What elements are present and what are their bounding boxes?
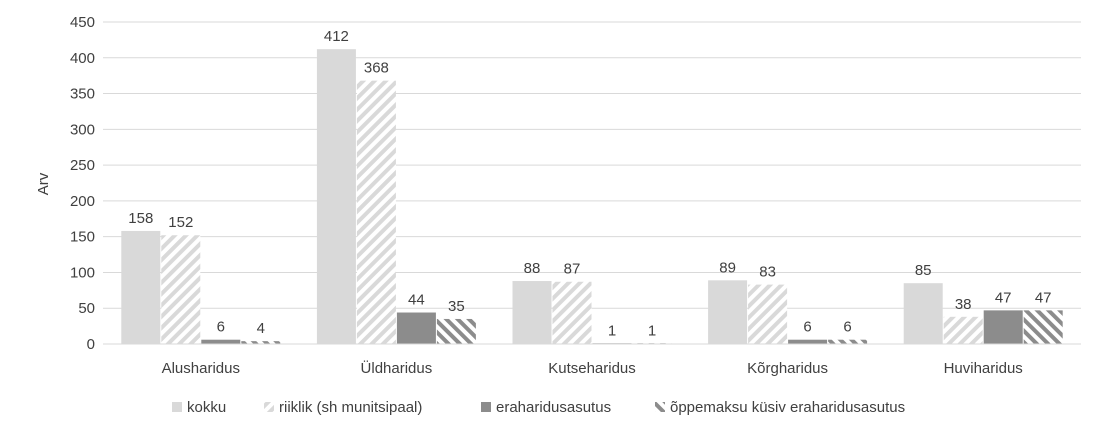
legend: kokku riiklik (sh munitsipaal) eraharidusa… bbox=[172, 399, 905, 416]
gridlines bbox=[103, 21, 1081, 309]
y-tick-label: 300 bbox=[70, 121, 95, 138]
bar bbox=[708, 280, 748, 344]
data-label: 47 bbox=[995, 289, 1012, 306]
data-label: 47 bbox=[1035, 289, 1052, 306]
x-axis-categories: Alusharidus Üldharidus Kutseharidus Kõrghar… bbox=[162, 359, 1023, 377]
bar bbox=[436, 318, 476, 344]
bar bbox=[356, 80, 396, 345]
data-label: 1 bbox=[608, 322, 616, 339]
data-label: 6 bbox=[803, 319, 811, 336]
data-label: 87 bbox=[564, 261, 581, 278]
data-labels: 158 152 6 4 412 368 44 35 88 87 1 1 89 83 6 6 85 38 47 47 bbox=[128, 28, 1051, 339]
legend-swatch bbox=[172, 402, 182, 412]
bars bbox=[121, 49, 1063, 345]
y-tick-label: 200 bbox=[70, 193, 95, 210]
data-label: 38 bbox=[955, 296, 972, 313]
bar bbox=[943, 316, 983, 344]
y-tick-label: 350 bbox=[70, 86, 95, 103]
bar bbox=[903, 283, 943, 344]
y-tick-label: 250 bbox=[70, 157, 95, 174]
data-label: 1 bbox=[648, 322, 656, 339]
bar bbox=[828, 339, 868, 344]
legend-label: riiklik (sh munitsipaal) bbox=[279, 399, 422, 416]
bar bbox=[201, 339, 241, 344]
bar bbox=[396, 312, 436, 344]
legend-swatch bbox=[264, 402, 274, 412]
data-label: 83 bbox=[759, 264, 776, 281]
y-tick-label: 0 bbox=[87, 336, 95, 353]
bar bbox=[748, 284, 788, 344]
y-tick-label: 450 bbox=[70, 14, 95, 31]
data-label: 158 bbox=[128, 210, 153, 227]
y-tick-label: 150 bbox=[70, 229, 95, 246]
bar bbox=[316, 49, 356, 345]
data-label: 4 bbox=[257, 320, 265, 337]
y-tick-label: 50 bbox=[78, 300, 95, 317]
y-tick-label: 400 bbox=[70, 50, 95, 67]
data-label: 88 bbox=[524, 260, 541, 277]
data-label: 44 bbox=[408, 292, 425, 309]
data-label: 368 bbox=[364, 60, 389, 77]
bar bbox=[241, 341, 281, 344]
data-label: 412 bbox=[324, 28, 349, 45]
legend-label: kokku bbox=[187, 399, 226, 416]
data-label: 6 bbox=[843, 319, 851, 336]
bar bbox=[1023, 310, 1063, 344]
data-label: 85 bbox=[915, 262, 932, 279]
legend-swatch bbox=[481, 402, 491, 412]
legend-swatch bbox=[655, 402, 665, 412]
x-category-label: Alusharidus bbox=[162, 360, 240, 377]
x-category-label: Kõrgharidus bbox=[747, 360, 828, 377]
y-tick-label: 100 bbox=[70, 264, 95, 281]
legend-label: õppemaksu küsiv eraharidusasutus bbox=[670, 399, 905, 416]
legend-label: eraharidusasutus bbox=[496, 399, 611, 416]
x-category-label: Huviharidus bbox=[944, 360, 1023, 377]
bar bbox=[121, 230, 161, 344]
bar bbox=[161, 235, 201, 344]
data-label: 89 bbox=[719, 259, 736, 276]
x-category-label: Kutseharidus bbox=[548, 360, 636, 377]
x-category-label: Üldharidus bbox=[361, 359, 433, 377]
bar bbox=[983, 310, 1023, 344]
bar bbox=[552, 281, 592, 344]
data-label: 35 bbox=[448, 298, 465, 315]
bar bbox=[512, 281, 552, 344]
y-axis-title: Arv bbox=[35, 172, 52, 195]
data-label: 152 bbox=[168, 214, 193, 231]
y-axis-ticks: 0 50 100 150 200 250 300 350 400 450 bbox=[70, 14, 95, 353]
data-label: 6 bbox=[217, 319, 225, 336]
bar bbox=[788, 339, 828, 344]
